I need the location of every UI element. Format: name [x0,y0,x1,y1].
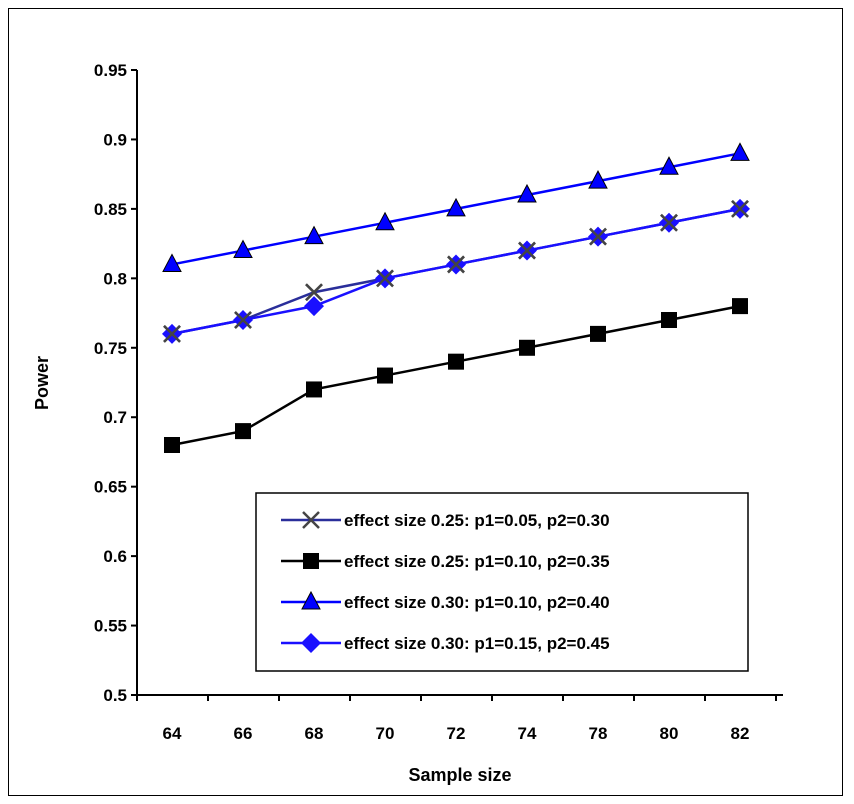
data-point [659,156,679,175]
x-tick-label: 70 [376,724,395,743]
legend-item: effect size 0.25: p1=0.10, p2=0.35 [281,552,610,571]
x-tick-label: 82 [731,724,750,743]
axes [131,69,783,701]
y-tick-label: 0.9 [103,130,127,149]
legend-label: effect size 0.25: p1=0.05, p2=0.30 [344,511,610,530]
legend-marker [301,633,321,653]
data-point [164,437,180,453]
y-tick-label: 0.7 [103,408,127,427]
data-point [590,325,606,342]
data-point [377,367,393,384]
series-1-markers [163,200,749,343]
data-point [162,253,182,272]
data-point [517,183,537,203]
data-point [304,296,324,317]
x-tick-label: 78 [589,724,608,743]
data-point [731,200,749,218]
y-tick-label: 0.65 [94,478,127,497]
x-tick-label: 80 [660,724,679,743]
data-point [446,197,466,217]
y-tick-labels: 0.5 0.55 0.6 0.65 0.7 0.75 0.8 0.85 0.9 0.95 [94,61,127,705]
series-line [171,304,741,447]
y-axis-title: Power [32,356,52,410]
legend-item: effect size 0.25: p1=0.05, p2=0.30 [281,511,610,530]
x-tick-label: 64 [163,724,182,743]
data-point [730,142,750,161]
y-tick-label: 0.95 [94,61,127,80]
data-point [661,312,677,328]
legend-marker [301,590,321,610]
x-tick-label: 66 [234,724,253,743]
data-point [447,255,465,274]
legend-marker [303,553,319,569]
legend-label: effect size 0.25: p1=0.10, p2=0.35 [344,552,610,571]
data-point [589,227,607,246]
legend-box [255,492,749,672]
data-point [376,269,394,288]
legend-item: effect size 0.30: p1=0.10, p2=0.40 [281,590,610,612]
data-point [588,170,608,189]
x-tick-labels: 64 66 68 70 72 74 78 80 82 [163,724,750,743]
legend-marker [302,511,320,529]
series-layer [162,142,750,453]
y-tick-label: 0.6 [103,547,127,566]
legend-label: effect size 0.30: p1=0.10, p2=0.40 [344,593,610,612]
y-tick-label: 0.5 [103,686,127,705]
x-tick-label: 74 [518,724,537,743]
data-point [304,225,324,245]
data-point [448,353,464,370]
data-point [234,311,252,329]
data-point [305,283,323,302]
legend-label: effect size 0.30: p1=0.15, p2=0.45 [344,634,610,653]
data-point [375,211,395,231]
data-point [660,213,678,232]
x-tick-label: 68 [305,724,324,743]
data-point [233,239,253,259]
y-tick-label: 0.75 [94,339,127,358]
y-tick-label: 0.55 [94,617,127,636]
x-tick-label: 72 [447,724,466,743]
y-tick-label: 0.85 [94,200,127,219]
series-2 [164,298,748,453]
data-point [519,339,535,356]
x-axis-title: Sample size [408,765,511,785]
data-point [518,241,536,260]
series-3 [162,142,750,272]
legend-item: effect size 0.30: p1=0.15, p2=0.45 [281,633,610,653]
data-point [306,381,322,398]
data-point [163,325,181,343]
data-point [732,298,748,315]
legend: effect size 0.25: p1=0.05, p2=0.30 effect… [255,492,749,672]
y-tick-label: 0.8 [103,269,127,288]
data-point [235,423,251,440]
